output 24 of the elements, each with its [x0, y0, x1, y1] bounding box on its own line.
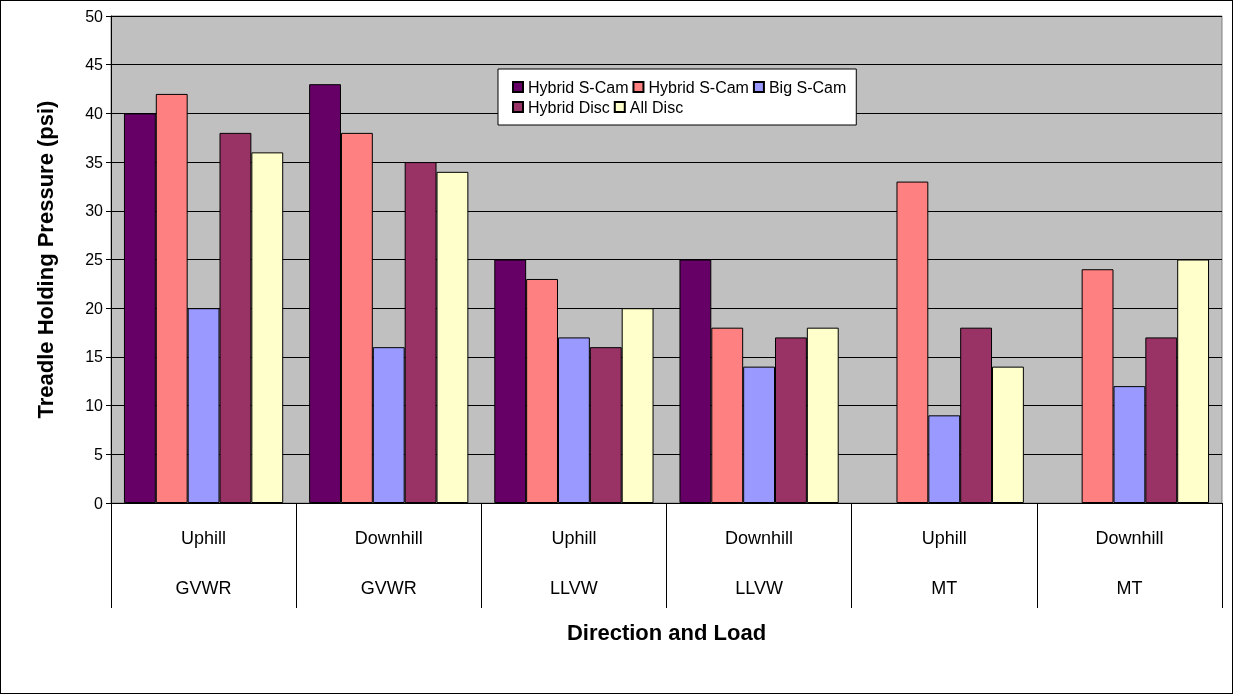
category-label: Uphill LLVW [550, 528, 598, 598]
y-tick-label: 10 [85, 397, 104, 415]
x-axis-title: Direction and Load [566, 619, 767, 645]
y-tick-label: 40 [85, 104, 104, 122]
y-tick-label: 30 [85, 202, 104, 220]
category-label: Uphill GVWR [175, 528, 232, 598]
y-tick-label: 5 [94, 445, 104, 463]
y-tick-label: 45 [85, 56, 104, 74]
legend-label: Hybrid Disc [528, 98, 610, 116]
category-label: Downhill LLVW [725, 528, 794, 598]
category-label: Downhill MT [1095, 528, 1164, 598]
y-tick-label: 20 [85, 299, 104, 317]
y-axis-title: Treadle Holding Pressure (psi) [32, 100, 58, 419]
legend-label: Hybrid S-Cam [648, 78, 749, 96]
legend-label: Hybrid S-Cam [528, 78, 629, 96]
category-label: Uphill MT [921, 528, 967, 598]
legend-label: All Disc [629, 98, 684, 116]
y-tick-label: 15 [85, 348, 104, 366]
y-tick-label: 0 [94, 494, 104, 512]
legend-label: Big S-Cam [768, 78, 847, 96]
y-tick-label: 50 [85, 7, 104, 25]
category-label: Downhill GVWR [354, 528, 423, 598]
y-tick-label: 35 [85, 153, 104, 171]
y-tick-label: 25 [85, 251, 104, 268]
